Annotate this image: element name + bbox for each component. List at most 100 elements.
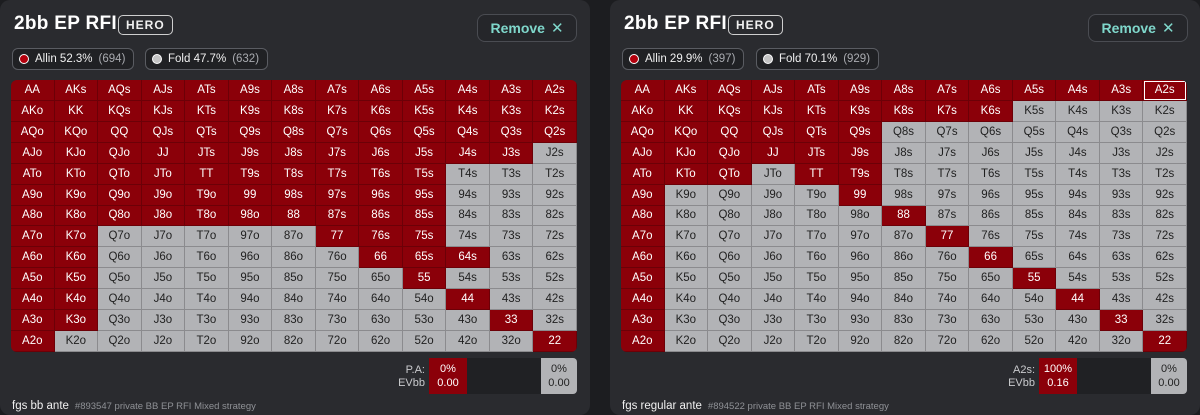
hand-cell-J8s[interactable]: J8s [882, 142, 926, 164]
hand-cell-Q5s[interactable]: Q5s [1012, 121, 1057, 143]
hand-cell-J3o[interactable]: J3o [141, 310, 186, 332]
hand-cell-T8s[interactable]: T8s [882, 163, 926, 185]
hand-cell-K9s[interactable]: K9s [228, 100, 273, 122]
hand-cell-A2o[interactable]: A2o [621, 331, 665, 352]
hand-cell-88[interactable]: 88 [882, 205, 926, 227]
hand-cell-J6o[interactable]: J6o [751, 247, 796, 269]
hand-cell-53o[interactable]: 53o [1012, 310, 1057, 332]
hand-cell-T5s[interactable]: T5s [402, 163, 447, 185]
hand-cell-94s[interactable]: 94s [1056, 184, 1100, 206]
hand-cell-77[interactable]: 77 [315, 226, 360, 248]
hand-cell-22[interactable]: 22 [533, 331, 577, 352]
hand-cell-J2o[interactable]: J2o [141, 331, 186, 352]
hand-cell-J6o[interactable]: J6o [141, 247, 186, 269]
hand-cell-QQ[interactable]: QQ [708, 121, 752, 143]
hand-cell-52s[interactable]: 52s [1143, 268, 1187, 290]
hand-cell-Q4s[interactable]: Q4s [446, 121, 490, 143]
hand-cell-AJs[interactable]: AJs [141, 80, 186, 101]
hand-cell-J5o[interactable]: J5o [141, 268, 186, 290]
hand-cell-43s[interactable]: 43s [1099, 289, 1144, 311]
hand-cell-J7s[interactable]: J7s [315, 142, 360, 164]
hand-cell-A3o[interactable]: A3o [11, 310, 55, 332]
hand-cell-93o[interactable]: 93o [228, 310, 273, 332]
hand-cell-92s[interactable]: 92s [1143, 184, 1187, 206]
hand-cell-K5s[interactable]: K5s [1012, 100, 1057, 122]
hand-cell-KJo[interactable]: KJo [54, 142, 99, 164]
hand-cell-KJo[interactable]: KJo [664, 142, 709, 164]
hand-cell-62s[interactable]: 62s [533, 247, 577, 269]
hand-cell-Q3s[interactable]: Q3s [489, 121, 534, 143]
hand-cell-43s[interactable]: 43s [489, 289, 534, 311]
hand-cell-A2o[interactable]: A2o [11, 331, 55, 352]
hand-cell-74o[interactable]: 74o [925, 289, 970, 311]
hand-cell-Q9s[interactable]: Q9s [838, 121, 883, 143]
hand-cell-Q2o[interactable]: Q2o [98, 331, 142, 352]
hand-cell-K7o[interactable]: K7o [54, 226, 99, 248]
hand-cell-Q4s[interactable]: Q4s [1056, 121, 1100, 143]
hand-cell-Q6s[interactable]: Q6s [969, 121, 1013, 143]
hand-cell-86o[interactable]: 86o [272, 247, 316, 269]
hand-cell-64s[interactable]: 64s [446, 247, 490, 269]
hand-cell-KTs[interactable]: KTs [185, 100, 229, 122]
hand-cell-T9o[interactable]: T9o [795, 184, 839, 206]
hand-cell-55[interactable]: 55 [402, 268, 447, 290]
hand-cell-Q8s[interactable]: Q8s [272, 121, 316, 143]
remove-button[interactable]: Remove ✕ [477, 14, 577, 42]
hand-cell-A2s[interactable]: A2s [1143, 80, 1187, 101]
hand-cell-T3o[interactable]: T3o [185, 310, 229, 332]
hand-cell-83s[interactable]: 83s [489, 205, 534, 227]
hand-cell-98s[interactable]: 98s [272, 184, 316, 206]
hand-cell-J5o[interactable]: J5o [751, 268, 796, 290]
hand-cell-97s[interactable]: 97s [925, 184, 970, 206]
hand-cell-63o[interactable]: 63o [969, 310, 1013, 332]
hand-cell-75o[interactable]: 75o [925, 268, 970, 290]
hand-cell-Q3s[interactable]: Q3s [1099, 121, 1144, 143]
hand-cell-93o[interactable]: 93o [838, 310, 883, 332]
hand-cell-AA[interactable]: AA [621, 80, 665, 101]
hand-cell-KQo[interactable]: KQo [664, 121, 709, 143]
hand-cell-K3s[interactable]: K3s [489, 100, 534, 122]
hand-cell-AJo[interactable]: AJo [11, 142, 55, 164]
hand-cell-KK[interactable]: KK [664, 100, 709, 122]
hand-cell-T6s[interactable]: T6s [359, 163, 403, 185]
hand-cell-Q6o[interactable]: Q6o [98, 247, 142, 269]
hand-cell-96s[interactable]: 96s [359, 184, 403, 206]
hand-cell-75o[interactable]: 75o [315, 268, 360, 290]
hand-cell-84o[interactable]: 84o [272, 289, 316, 311]
hand-cell-J2s[interactable]: J2s [1143, 142, 1187, 164]
hand-cell-Q3o[interactable]: Q3o [708, 310, 752, 332]
hand-cell-73o[interactable]: 73o [925, 310, 970, 332]
hand-cell-73s[interactable]: 73s [1099, 226, 1144, 248]
hand-cell-95o[interactable]: 95o [838, 268, 883, 290]
hand-cell-64o[interactable]: 64o [969, 289, 1013, 311]
hand-cell-92o[interactable]: 92o [228, 331, 273, 352]
hand-cell-87o[interactable]: 87o [272, 226, 316, 248]
hand-cell-82s[interactable]: 82s [533, 205, 577, 227]
hand-cell-92o[interactable]: 92o [838, 331, 883, 352]
hand-cell-K6o[interactable]: K6o [664, 247, 709, 269]
hand-cell-52o[interactable]: 52o [402, 331, 447, 352]
hand-cell-AKs[interactable]: AKs [54, 80, 99, 101]
hand-cell-QJo[interactable]: QJo [98, 142, 142, 164]
hand-cell-K2s[interactable]: K2s [533, 100, 577, 122]
hand-cell-T5o[interactable]: T5o [795, 268, 839, 290]
hand-cell-98s[interactable]: 98s [882, 184, 926, 206]
hand-cell-76o[interactable]: 76o [315, 247, 360, 269]
hand-cell-43o[interactable]: 43o [1056, 310, 1100, 332]
hand-cell-96s[interactable]: 96s [969, 184, 1013, 206]
hand-cell-65s[interactable]: 65s [402, 247, 447, 269]
hand-cell-85s[interactable]: 85s [1012, 205, 1057, 227]
hand-cell-44[interactable]: 44 [1056, 289, 1100, 311]
hand-cell-A3s[interactable]: A3s [1099, 80, 1144, 101]
hand-cell-A5s[interactable]: A5s [402, 80, 447, 101]
hand-cell-Q6s[interactable]: Q6s [359, 121, 403, 143]
hand-cell-A3o[interactable]: A3o [621, 310, 665, 332]
hand-cell-K7s[interactable]: K7s [925, 100, 970, 122]
hand-cell-97o[interactable]: 97o [228, 226, 273, 248]
hand-cell-72s[interactable]: 72s [1143, 226, 1187, 248]
hand-cell-T4s[interactable]: T4s [1056, 163, 1100, 185]
hand-cell-J9o[interactable]: J9o [751, 184, 796, 206]
hand-cell-T7s[interactable]: T7s [315, 163, 360, 185]
hand-cell-75s[interactable]: 75s [1012, 226, 1057, 248]
hand-cell-92s[interactable]: 92s [533, 184, 577, 206]
